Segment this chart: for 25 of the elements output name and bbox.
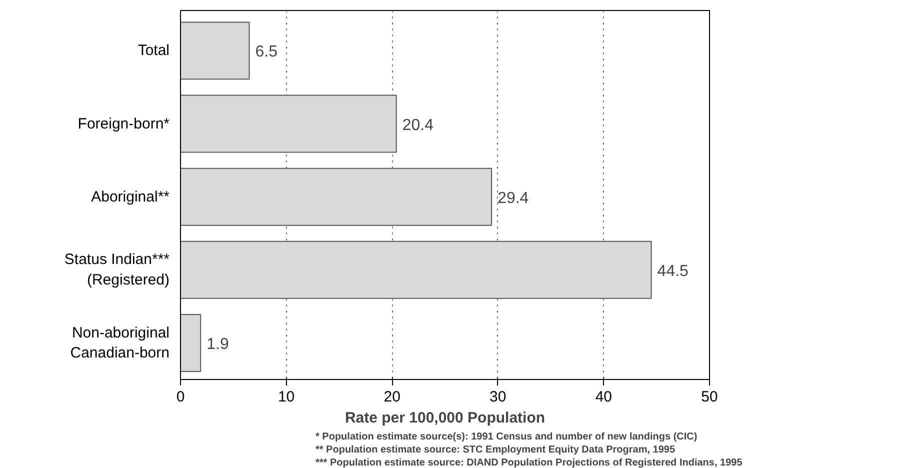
data-label: 29.4 (498, 190, 529, 207)
y-tick-label: Status Indian*** (Registered) (64, 251, 170, 289)
data-label: 20.4 (402, 116, 434, 134)
text: ** Population estimate source: STC Employment Equity Data Program, 1995 (316, 444, 676, 456)
x-axis-title: Rate per 100,000 Population (344, 410, 546, 426)
y-tick-label: Non-aboriginal Canadian-born (70, 324, 170, 362)
y-tick-label: Aboriginal** (91, 188, 170, 206)
x-tick-label: 0 (176, 388, 185, 406)
data-label: 6.5 (255, 44, 278, 61)
x-tick-label: 10 (278, 388, 295, 406)
y-tick-label: Foreign-born* (78, 115, 170, 132)
bar (180, 94, 397, 153)
data-label: 1.9 (206, 336, 229, 353)
x-tick-label: 30 (490, 388, 506, 406)
text: * Population estimate source(s): 1991 Census and number of new landings (CIC) (316, 432, 698, 442)
x-tick-label: 20 (384, 388, 400, 406)
bar (180, 314, 202, 372)
y-tick-label: Total (138, 42, 170, 60)
text: *** Population estimate source: DIAND Population Projections of Registered Indians, 1995 (316, 458, 743, 468)
bar (180, 22, 250, 80)
data-label: 44.5 (657, 262, 689, 280)
bar (180, 240, 652, 299)
x-tick-label: 40 (595, 388, 612, 406)
bar (180, 168, 492, 226)
x-tick-label: 50 (701, 388, 718, 406)
